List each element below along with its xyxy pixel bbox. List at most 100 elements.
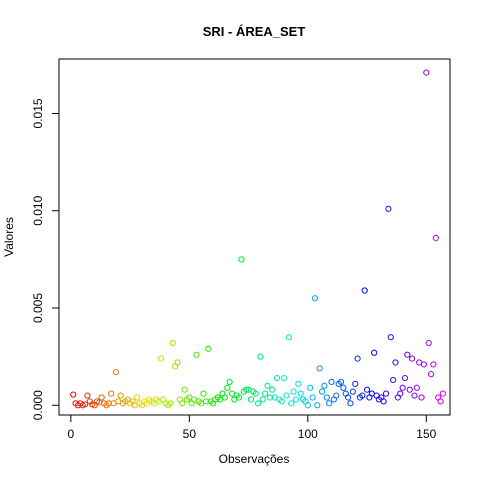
data-point [390, 376, 397, 384]
data-point [361, 287, 368, 294]
data-point [81, 401, 89, 408]
data-point [423, 69, 430, 76]
data-point [328, 378, 335, 386]
data-point [221, 394, 228, 401]
data-point [411, 392, 418, 399]
data-point [278, 398, 285, 405]
data-point [349, 388, 356, 395]
y-axis: 0.000 0.005 0.010 0.015 [31, 98, 60, 420]
x-axis-label: Observações [219, 452, 290, 466]
data-point [432, 234, 439, 242]
x-tick-label: 150 [416, 427, 436, 441]
data-point [193, 351, 200, 358]
data-point [326, 400, 333, 407]
data-point [243, 386, 250, 393]
data-point [134, 394, 141, 401]
data-point [288, 400, 295, 407]
data-point [311, 295, 319, 302]
data-point [371, 349, 378, 356]
data-point [262, 390, 269, 397]
y-tick-label: 0.015 [31, 98, 45, 128]
data-point [283, 392, 290, 399]
x-axis: 0 50 100 150 [68, 414, 437, 441]
x-tick-label: 0 [68, 427, 75, 441]
data-point [269, 386, 276, 393]
data-point [112, 369, 119, 376]
data-point [226, 378, 233, 386]
plot-frame [58, 58, 451, 416]
data-point [98, 394, 105, 401]
data-point [205, 345, 212, 352]
data-point [179, 400, 186, 407]
data-point [290, 388, 297, 395]
data-point [307, 384, 314, 391]
chart-title: SRI - ÁREA_SET [203, 24, 306, 39]
data-point [84, 392, 91, 399]
y-tick-label: 0.010 [31, 195, 45, 225]
data-point [169, 339, 176, 347]
data-point [264, 382, 271, 389]
data-point [347, 400, 354, 407]
data-point [406, 386, 413, 393]
data-point [254, 400, 262, 407]
data-point [385, 205, 392, 212]
data-point [387, 334, 394, 341]
data-point [200, 390, 207, 397]
data-point [295, 380, 302, 387]
data-point [235, 394, 243, 401]
y-tick-label: 0.005 [31, 293, 45, 323]
data-point [247, 396, 255, 403]
data-point [309, 394, 316, 401]
data-point [425, 339, 432, 347]
data-point [401, 374, 409, 382]
data-point [382, 390, 390, 397]
data-point [318, 388, 326, 395]
data-point [399, 384, 406, 391]
data-point [439, 390, 446, 397]
data-point [174, 359, 181, 366]
data-point [70, 391, 77, 398]
data-point [354, 355, 361, 362]
data-point [359, 392, 366, 399]
data-point [157, 355, 164, 362]
data-point [259, 396, 266, 403]
x-tick-label: 50 [183, 427, 197, 441]
data-point [167, 400, 174, 407]
data-point [413, 384, 420, 391]
data-point [292, 396, 300, 403]
data-point [430, 361, 437, 368]
data-point [408, 355, 416, 362]
data-point [273, 374, 281, 382]
data-point [420, 361, 428, 368]
data-point [304, 402, 311, 409]
data-point [404, 351, 411, 358]
data-point [108, 390, 115, 397]
data-point [380, 398, 387, 405]
data-point [397, 390, 404, 397]
data-point [418, 394, 425, 401]
data-point [257, 353, 264, 360]
data-point [340, 384, 347, 391]
data-point [437, 398, 444, 405]
data-point [297, 390, 304, 397]
data-point [392, 359, 399, 366]
data-point [252, 390, 259, 397]
data-point [281, 374, 288, 382]
data-point [333, 392, 340, 399]
x-tick-label: 100 [298, 427, 318, 441]
data-point [285, 334, 292, 341]
y-tick-label: 0.000 [31, 390, 45, 420]
data-point [117, 392, 124, 399]
data-point [314, 402, 321, 409]
data-point [321, 382, 328, 389]
data-point [345, 394, 352, 401]
data-point [238, 256, 245, 263]
data-point [323, 394, 330, 401]
data-points [70, 69, 446, 409]
data-point [427, 371, 435, 378]
y-axis-label: Valores [2, 217, 16, 257]
data-point [337, 378, 345, 386]
data-point [181, 386, 188, 393]
